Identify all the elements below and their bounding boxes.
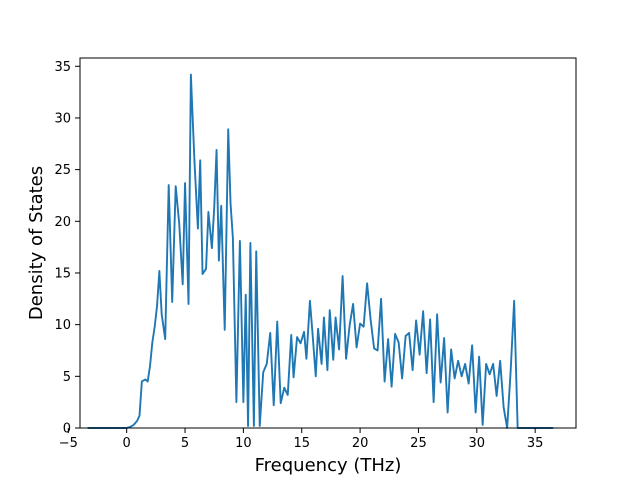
x-tick-label: 25 (410, 436, 427, 451)
plot-layer (87, 73, 554, 429)
y-tick-label: 25 (54, 163, 71, 178)
y-tick-label: 10 (54, 318, 71, 333)
x-tick-label: 0 (123, 436, 131, 451)
x-tick-label: 15 (293, 436, 310, 451)
y-axis-label: Density of States (26, 166, 47, 320)
y-tick-label: 5 (63, 370, 71, 385)
x-tick-label: 35 (527, 436, 544, 451)
x-axis-label: Frequency (THz) (255, 455, 402, 476)
plot-frame (79, 57, 577, 429)
y-axis-ticks: 0 5 10 15 20 25 30 35 (54, 60, 80, 437)
y-tick-label: 30 (54, 111, 71, 126)
y-tick-label: 20 (54, 215, 71, 230)
x-tick-label: −5 (59, 436, 78, 451)
x-tick-label: 5 (181, 436, 189, 451)
x-tick-label: 20 (352, 436, 369, 451)
dos-series-line (87, 73, 554, 429)
y-tick-label: 15 (54, 266, 71, 281)
x-axis-ticks: −5 0 5 10 15 20 25 30 35 (59, 428, 544, 451)
x-tick-label: 30 (469, 436, 486, 451)
y-tick-label: 0 (63, 422, 71, 437)
y-tick-label: 35 (54, 60, 71, 75)
x-tick-label: 10 (235, 436, 252, 451)
